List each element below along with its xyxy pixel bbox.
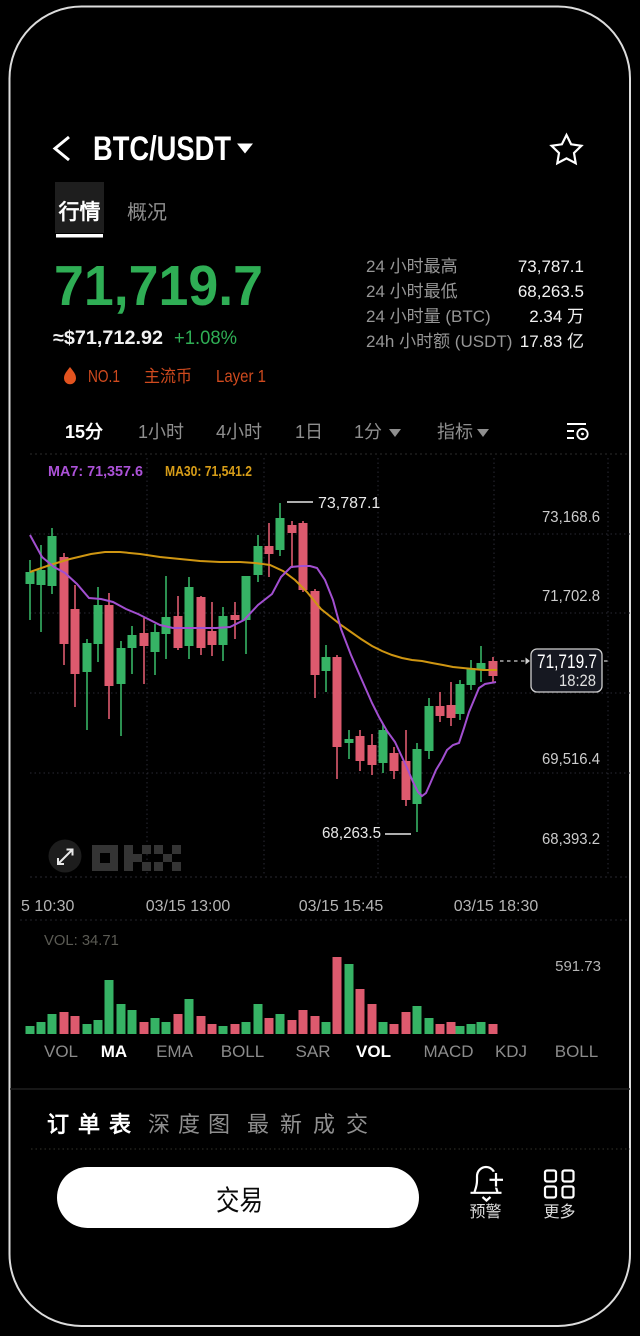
- svg-text:VOL: VOL: [44, 1042, 78, 1061]
- svg-text:MA: MA: [101, 1042, 127, 1061]
- svg-text:最新成交: 最新成交: [247, 1112, 379, 1137]
- svg-text:MACD: MACD: [423, 1042, 473, 1061]
- svg-text:BOLL: BOLL: [221, 1042, 264, 1061]
- svg-text:MA30: 71,541.2: MA30: 71,541.2: [165, 463, 252, 480]
- svg-text:03/15 18:30: 03/15 18:30: [454, 898, 539, 915]
- svg-text:24 小时量 (BTC): 24 小时量 (BTC): [366, 307, 491, 326]
- svg-text:71,719.7: 71,719.7: [54, 254, 263, 318]
- svg-text:BTC/USDT: BTC/USDT: [93, 130, 231, 168]
- svg-text:68,393.2: 68,393.2: [542, 831, 600, 848]
- svg-text:68,263.5: 68,263.5: [322, 825, 381, 842]
- svg-text:24 小时最低: 24 小时最低: [366, 282, 458, 301]
- svg-text:交易: 交易: [216, 1185, 263, 1216]
- svg-text:03/15 15:45: 03/15 15:45: [299, 898, 384, 915]
- svg-text:深度图: 深度图: [148, 1112, 238, 1137]
- svg-text:概况: 概况: [127, 201, 167, 224]
- svg-text:17.83 亿: 17.83 亿: [520, 332, 584, 351]
- svg-text:18:28: 18:28: [559, 672, 596, 690]
- svg-text:≈$71,712.92: ≈$71,712.92: [53, 328, 163, 349]
- svg-text:4小时: 4小时: [216, 422, 262, 442]
- svg-text:03/15 13:00: 03/15 13:00: [146, 898, 231, 915]
- svg-text:Layer 1: Layer 1: [216, 366, 266, 386]
- svg-text:NO.1: NO.1: [88, 366, 120, 386]
- svg-text:5 10:30: 5 10:30: [21, 898, 74, 915]
- svg-text:68,263.5: 68,263.5: [518, 282, 584, 301]
- svg-text:73,168.6: 73,168.6: [542, 509, 600, 526]
- svg-text:+1.08%: +1.08%: [174, 328, 237, 349]
- svg-text:73,787.1: 73,787.1: [318, 495, 380, 512]
- svg-text:KDJ: KDJ: [495, 1042, 527, 1061]
- svg-text:主流币: 主流币: [144, 367, 192, 386]
- svg-text:1小时: 1小时: [138, 422, 184, 442]
- svg-text:1日: 1日: [295, 422, 323, 442]
- svg-text:1分: 1分: [354, 422, 382, 442]
- svg-text:预警: 预警: [469, 1203, 501, 1221]
- svg-text:更多: 更多: [543, 1203, 575, 1221]
- svg-text:行情: 行情: [58, 200, 101, 224]
- svg-text:69,516.4: 69,516.4: [542, 751, 600, 768]
- svg-text:2.34 万: 2.34 万: [529, 307, 584, 326]
- svg-text:71,719.7: 71,719.7: [537, 652, 597, 673]
- svg-text:VOL: VOL: [356, 1042, 391, 1061]
- svg-text:EMA: EMA: [156, 1042, 194, 1061]
- svg-text:24 小时最高: 24 小时最高: [366, 257, 458, 276]
- svg-text:15分: 15分: [65, 422, 103, 442]
- svg-text:71,702.8: 71,702.8: [542, 588, 600, 605]
- svg-text:SAR: SAR: [296, 1042, 331, 1061]
- svg-text:BOLL: BOLL: [555, 1042, 598, 1061]
- svg-text:指标: 指标: [437, 422, 473, 442]
- svg-text:MA7: 71,357.6: MA7: 71,357.6: [48, 463, 143, 480]
- svg-text:订单表: 订单表: [47, 1112, 140, 1137]
- svg-text:591.73: 591.73: [555, 958, 601, 975]
- svg-text:24h 小时额 (USDT): 24h 小时额 (USDT): [366, 332, 512, 351]
- svg-text:VOL: 34.71: VOL: 34.71: [44, 933, 119, 949]
- svg-text:73,787.1: 73,787.1: [518, 257, 584, 276]
